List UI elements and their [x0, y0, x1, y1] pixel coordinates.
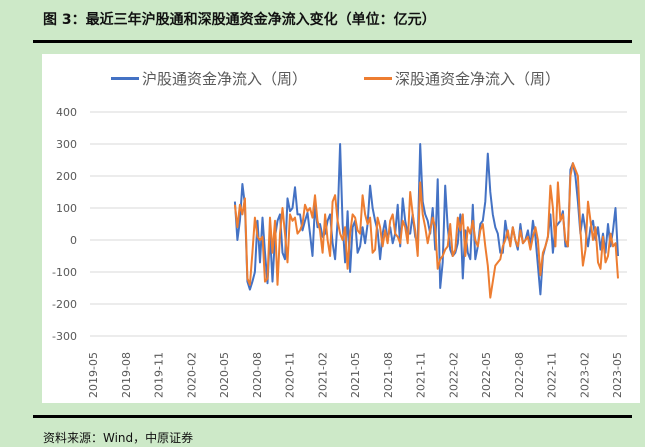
x-tick-label: 2020-11	[284, 352, 297, 398]
x-tick-label: 2019-11	[153, 352, 166, 398]
y-tick-label: 300	[56, 138, 77, 151]
x-tick-label: 2022-08	[513, 352, 526, 398]
figure-title: 图 3：最近三年沪股通和深股通资金净流入变化（单位：亿元）	[43, 12, 436, 28]
source-note: 资料来源：Wind，中原证券	[43, 431, 194, 445]
y-tick-label: 100	[56, 202, 77, 215]
bottom-rule	[33, 415, 632, 418]
x-tick-label: 2022-02	[447, 352, 460, 398]
legend-label-sh: 沪股通资金净流入（周）	[142, 70, 308, 88]
x-tick-label: 2021-11	[415, 352, 428, 398]
x-tick-label: 2019-05	[87, 352, 100, 398]
y-tick-label: -100	[52, 266, 77, 279]
x-tick-label: 2021-05	[349, 352, 362, 398]
legend-swatch-sz	[364, 77, 392, 80]
legend-item-sh: 沪股通资金净流入（周）	[111, 68, 307, 89]
x-tick-label: 2023-05	[611, 352, 624, 398]
x-tick-label: 2020-02	[185, 352, 198, 398]
x-tick-label: 2021-02	[316, 352, 329, 398]
y-tick-label: 200	[56, 170, 77, 183]
x-tick-label: 2020-08	[251, 352, 264, 398]
y-tick-label: -200	[52, 298, 77, 311]
y-tick-label: 400	[56, 106, 77, 119]
legend-item-sz: 深股通资金净流入（周）	[364, 68, 560, 89]
series-line-sz	[233, 162, 619, 299]
top-rule	[33, 40, 632, 43]
x-tick-label: 2022-11	[546, 352, 559, 398]
legend-label-sz: 深股通资金净流入（周）	[395, 70, 561, 88]
x-tick-label: 2019-08	[120, 352, 133, 398]
x-tick-label: 2020-05	[218, 352, 231, 398]
legend-swatch-sh	[111, 77, 139, 80]
x-tick-label: 2021-08	[382, 352, 395, 398]
y-tick-label: 0	[70, 234, 77, 247]
x-tick-label: 2022-05	[480, 352, 493, 398]
x-tick-label: 2023-02	[578, 352, 591, 398]
y-tick-label: -300	[52, 330, 77, 343]
